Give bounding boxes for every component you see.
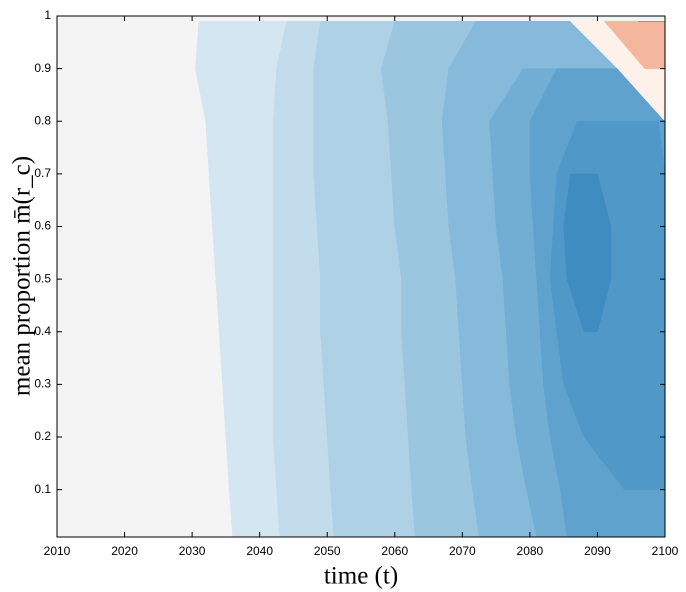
y-tick-label: 0.5 [34, 271, 51, 285]
x-tick-label: 2060 [381, 544, 408, 558]
x-tick-label: 2090 [584, 544, 611, 558]
y-axis-label: mean proportion m̄(r_c) [9, 156, 36, 396]
x-tick-label: 2040 [246, 544, 273, 558]
y-tick-label: 0.8 [34, 113, 51, 127]
x-tick-label: 2050 [314, 544, 341, 558]
x-tick-label: 2010 [44, 544, 71, 558]
y-tick-label: 0.7 [34, 166, 51, 180]
x-tick-label: 2030 [179, 544, 206, 558]
x-axis-label: time (t) [324, 563, 398, 590]
y-tick-label: 0.1 [34, 482, 51, 496]
x-tick-label: 2100 [652, 544, 679, 558]
contour-band [563, 173, 612, 333]
x-tick-label: 2080 [517, 544, 544, 558]
plot-area [57, 16, 666, 538]
y-tick-label: 0.4 [34, 324, 51, 338]
y-tick-label: 0.6 [34, 219, 51, 233]
x-tick-label: 2070 [449, 544, 476, 558]
y-tick-label: 1 [44, 8, 51, 22]
y-tick-label: 0.2 [34, 429, 51, 443]
y-tick-label: 0.9 [34, 61, 51, 75]
x-tick-label: 2020 [111, 544, 138, 558]
y-tick-label: 0.3 [34, 377, 51, 391]
plot-frame [56, 15, 666, 538]
